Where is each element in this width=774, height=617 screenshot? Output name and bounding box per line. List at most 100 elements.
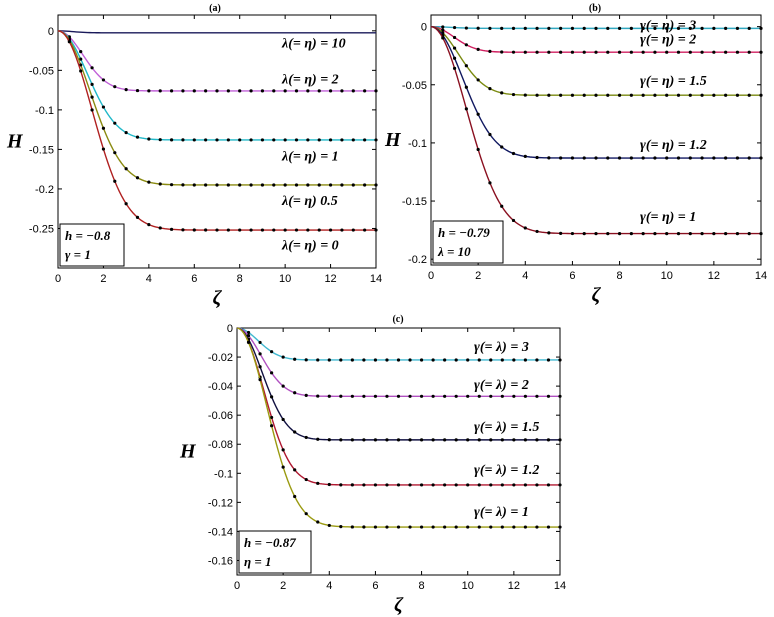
series-point (558, 483, 562, 487)
series-point (488, 132, 492, 137)
series-point (373, 483, 378, 487)
series-point (317, 228, 321, 232)
series-point (79, 50, 83, 54)
series-point (676, 232, 681, 236)
series-point (594, 232, 598, 236)
series-point (535, 50, 539, 54)
series-point (339, 394, 343, 398)
series-point (629, 26, 633, 30)
series-point (594, 50, 598, 54)
series-point (362, 394, 366, 398)
series-point (665, 93, 669, 97)
series-point (476, 112, 480, 116)
series-point (396, 438, 401, 442)
series-point (192, 89, 196, 93)
curve-label: γ(= λ) = 1 (474, 505, 529, 520)
series-point (238, 138, 242, 142)
panel-b: (b) 0 2 4 6 8 10 12 14 0 -0.05 -0.1 -0.15 -0.2 Hζ γ(= η… (384, 3, 767, 306)
series-point (374, 183, 378, 187)
series-point (688, 156, 692, 160)
series-point (135, 176, 140, 180)
series-point (350, 483, 354, 487)
series-point (374, 138, 378, 142)
series-point (546, 394, 551, 398)
series-point (735, 93, 740, 97)
series-point (328, 228, 333, 232)
curve-label: λ(= η) 0.5 (281, 194, 338, 209)
series-point (293, 391, 297, 395)
series-point (226, 138, 230, 142)
series-point (629, 156, 633, 160)
parameter-text: γ = 1 (65, 247, 91, 262)
series-point (476, 147, 480, 152)
series-point (327, 482, 331, 487)
series-point (512, 483, 516, 487)
series-point (339, 483, 343, 487)
series-point (523, 394, 527, 398)
x-tick-label: 6 (372, 580, 378, 592)
series-point (147, 137, 151, 141)
series-point (328, 89, 333, 93)
panel-title: (a) (209, 3, 221, 14)
series-point (535, 438, 539, 442)
x-tick-label: 14 (755, 270, 767, 282)
series-line-4 (430, 25, 761, 159)
series-point (747, 50, 751, 54)
series-point (547, 231, 551, 235)
series-point (316, 358, 320, 362)
x-tick-label: 10 (661, 270, 673, 282)
series-point (617, 26, 622, 30)
series-point (570, 156, 575, 160)
series-point (226, 89, 230, 93)
series-point (452, 46, 457, 50)
y-tick-label: -0.1 (35, 105, 54, 117)
series-point (101, 105, 106, 109)
series-point (169, 227, 174, 231)
series-point (226, 228, 230, 232)
series-point (294, 228, 299, 232)
series-line-5 (430, 25, 761, 235)
series-point (316, 437, 320, 441)
series-point (535, 26, 539, 30)
panel-a: (a) 0 2 4 6 8 10 12 14 0 -0.05 -0.1 -0.15 -0.2 -0.25 Hζ… (6, 3, 382, 309)
curve-label: λ(= η) = 2 (281, 72, 339, 87)
y-tick-label: -0.2 (408, 254, 427, 266)
panel-title: (b) (589, 3, 601, 14)
series-point (759, 156, 763, 160)
y-axis-label: H (384, 129, 402, 151)
y-tick-label: -0.05 (402, 80, 427, 92)
curve-label: γ(= λ) = 1.5 (474, 420, 539, 435)
series-point (759, 232, 763, 236)
curve-label: γ(= η) = 1.2 (640, 138, 707, 153)
series-point (500, 145, 504, 149)
x-tick-label: 0 (55, 273, 61, 285)
series-point (594, 93, 598, 97)
series-point (676, 156, 681, 160)
series-point (466, 438, 470, 442)
series-point (270, 395, 274, 399)
series-point (454, 394, 458, 398)
series-point (653, 26, 657, 30)
curve-label: γ(= η) = 2 (640, 32, 696, 47)
series-point (617, 232, 622, 236)
series-point (688, 50, 692, 54)
series-point (477, 394, 481, 398)
curve-label: γ(= η) = 3 (640, 18, 696, 33)
series-point (559, 26, 563, 30)
series-point (101, 147, 106, 151)
series-point (306, 138, 310, 142)
series-point (489, 525, 493, 529)
series-point (443, 483, 447, 487)
series-point (270, 424, 274, 428)
y-tick-label: -0.15 (402, 196, 427, 208)
x-tick-label: 4 (146, 273, 152, 285)
series-point (362, 438, 366, 442)
series-point (363, 89, 367, 93)
x-tick-label: 6 (191, 273, 197, 285)
series-point (441, 36, 445, 40)
series-point (363, 138, 367, 142)
series-point (294, 89, 299, 93)
series-point (316, 394, 320, 398)
series-point (215, 138, 219, 142)
series-point (665, 50, 669, 54)
